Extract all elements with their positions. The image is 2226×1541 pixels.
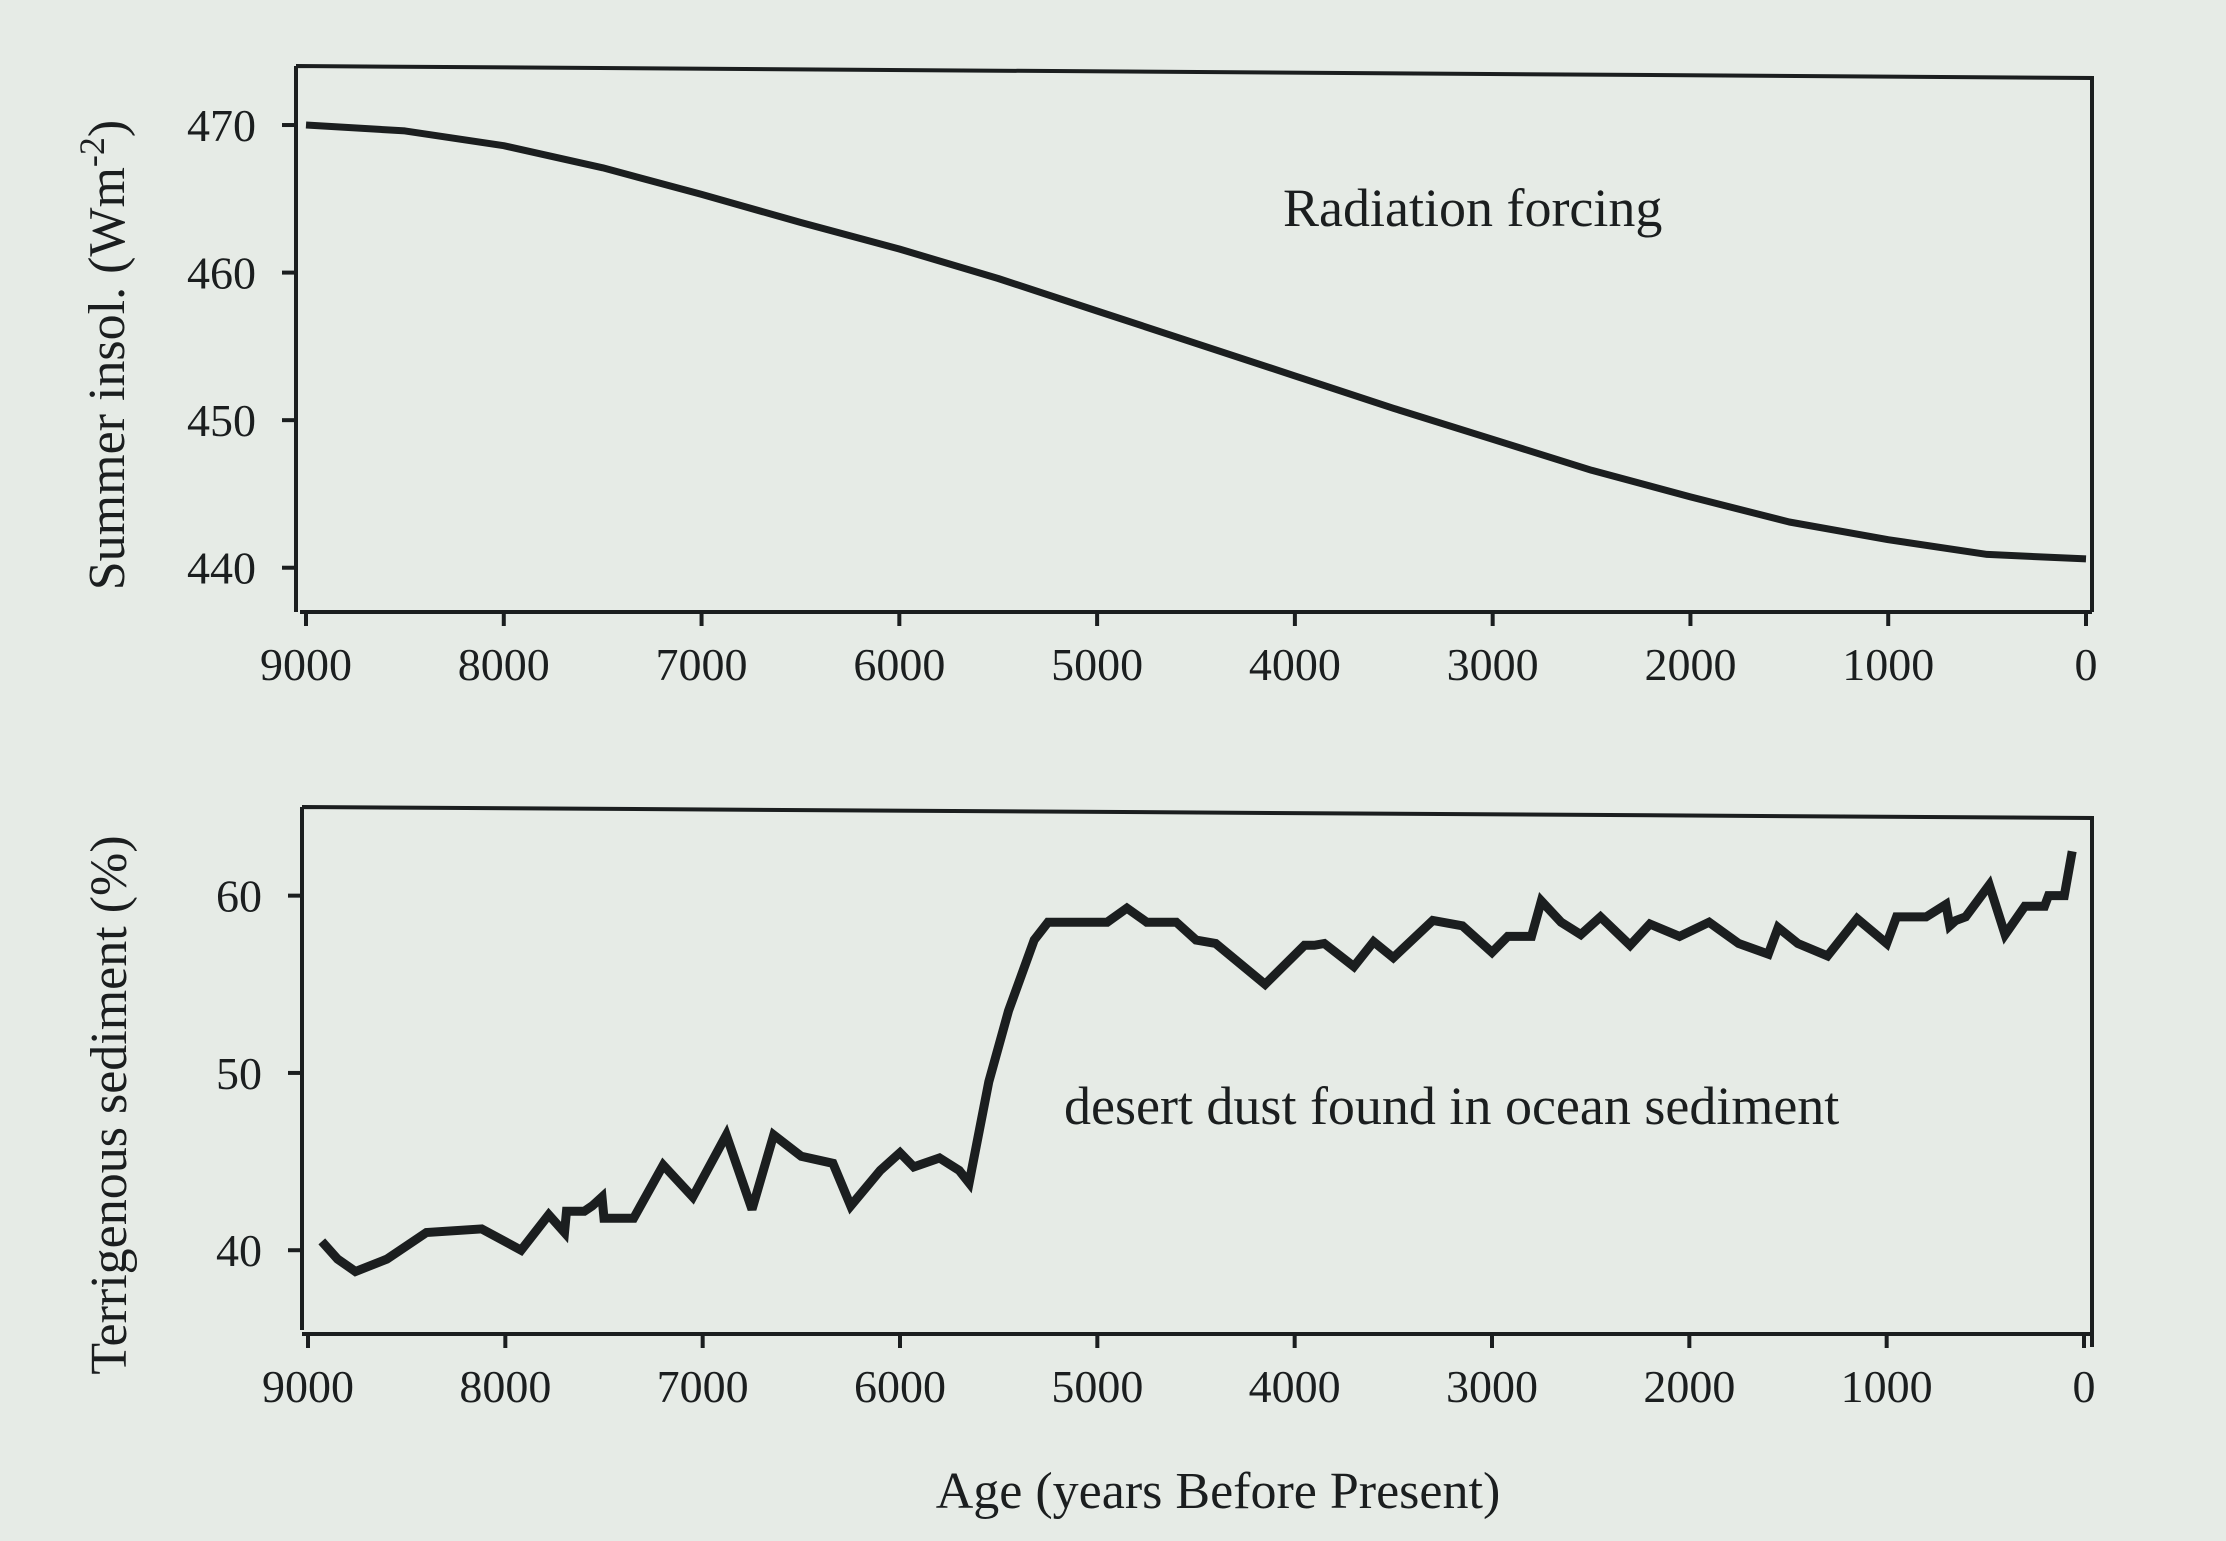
sediment-y-tick-label: 60 xyxy=(216,871,262,922)
x-axis-title: Age (years Before Present) xyxy=(936,1463,1501,1520)
insolation-x-tick-label: 3000 xyxy=(1447,639,1539,690)
sediment-panel: 9000 8000 7000 6000 5000 4000 3000 2000 1000 0 60… xyxy=(81,805,2096,1520)
sediment-x-tick-label: 1000 xyxy=(1841,1361,1933,1412)
sediment-x-tick-label: 8000 xyxy=(459,1361,551,1412)
insolation-y-tick-label: 450 xyxy=(187,395,256,446)
insolation-y-axis-title: Summer insol. (Wm-2) xyxy=(72,120,136,591)
insolation-y-axis-title-exponent: -2 xyxy=(72,137,112,167)
desert-dust-annotation: desert dust found in ocean sediment xyxy=(1064,1076,1839,1136)
insolation-y-tick-label: 440 xyxy=(187,543,256,594)
sediment-x-tick-label: 6000 xyxy=(854,1361,946,1412)
insolation-line xyxy=(305,121,2087,563)
insolation-panel: 9000 8000 7000 6000 5000 4000 3000 2000 1000 0 47… xyxy=(72,64,2098,690)
insolation-y-axis-title-text: Summer insol. (Wm xyxy=(79,167,136,590)
sediment-x-tick-label: 3000 xyxy=(1446,1361,1538,1412)
insolation-x-tick-label: 0 xyxy=(2075,639,2098,690)
radiation-forcing-annotation: Radiation forcing xyxy=(1283,178,1662,238)
insolation-plot-frame xyxy=(294,64,2094,612)
sediment-y-tick-label: 40 xyxy=(216,1225,262,1276)
insolation-x-tick-label: 5000 xyxy=(1051,639,1143,690)
sediment-x-axis: 9000 8000 7000 6000 5000 4000 3000 2000 1000 0 xyxy=(262,1332,2096,1412)
insolation-x-tick-label: 9000 xyxy=(260,639,352,690)
sediment-x-tick-label: 9000 xyxy=(262,1361,354,1412)
insolation-x-tick-label: 4000 xyxy=(1249,639,1341,690)
sediment-x-tick-label: 0 xyxy=(2073,1361,2096,1412)
insolation-y-axis: 470 460 450 440 xyxy=(187,100,296,594)
insolation-x-tick-label: 2000 xyxy=(1644,639,1736,690)
sediment-x-tick-label: 7000 xyxy=(657,1361,749,1412)
insolation-x-tick-label: 7000 xyxy=(656,639,748,690)
sediment-x-tick-label: 2000 xyxy=(1643,1361,1735,1412)
insolation-x-tick-label: 6000 xyxy=(853,639,945,690)
sediment-y-axis-title: Terrigenous sediment (%) xyxy=(81,835,138,1374)
sediment-x-tick-label: 5000 xyxy=(1051,1361,1143,1412)
insolation-x-tick-label: 1000 xyxy=(1842,639,1934,690)
sediment-y-axis: 60 50 40 xyxy=(216,871,302,1276)
insolation-x-tick-label: 8000 xyxy=(458,639,550,690)
insolation-y-tick-label: 470 xyxy=(187,100,256,151)
insolation-y-axis-title-close: ) xyxy=(79,120,136,137)
insolation-x-axis: 9000 8000 7000 6000 5000 4000 3000 2000 1000 0 xyxy=(260,610,2098,690)
sediment-line xyxy=(318,850,2077,1277)
sediment-x-tick-label: 4000 xyxy=(1249,1361,1341,1412)
insolation-y-tick-label: 460 xyxy=(187,248,256,299)
sediment-y-tick-label: 50 xyxy=(216,1048,262,1099)
